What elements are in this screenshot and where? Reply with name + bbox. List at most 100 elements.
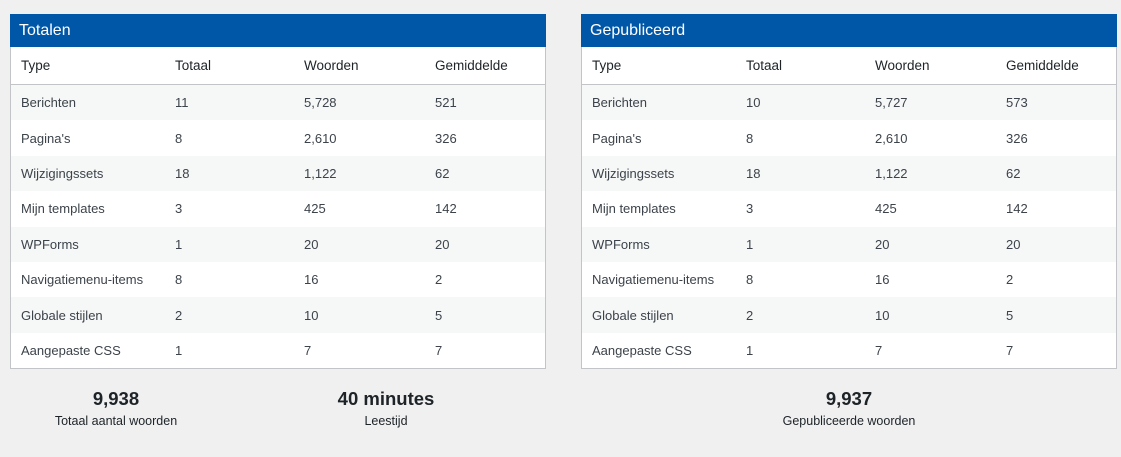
published-panel-title: Gepubliceerd — [581, 14, 1117, 47]
table-row: Navigatiemenu-items 8 16 2 — [11, 262, 545, 297]
cell-words: 7 — [875, 342, 883, 358]
total-words-value: 9,938 — [92, 388, 140, 409]
cell-total: 2 — [736, 297, 865, 333]
table-row: Aangepaste CSS 1 7 7 — [11, 333, 545, 368]
cell-words: 2,610 — [875, 130, 908, 146]
cell-average: 2 — [435, 272, 443, 288]
cell-total: 8 — [175, 130, 183, 146]
table-row: WPForms 1 20 20 — [11, 226, 545, 262]
cell-total: 3 — [746, 201, 754, 217]
cell-total: 2 — [165, 297, 294, 333]
cell-words: 16 — [304, 272, 319, 288]
published-panel: Gepubliceerd Type Totaal Woorden Gemidde… — [581, 14, 1117, 370]
cell-words: 1,122 — [865, 155, 996, 192]
table-row: Navigatiemenu-items 8 16 2 — [582, 262, 1116, 297]
cell-words: 5,727 — [865, 84, 996, 121]
cell-type: Berichten — [11, 84, 165, 121]
table-row: Globale stijlen 2 10 5 — [11, 297, 545, 333]
cell-words: 425 — [304, 201, 326, 217]
cell-type: Aangepaste CSS — [592, 342, 692, 358]
cell-type: Wijzigingssets — [11, 155, 165, 192]
cell-type: Navigatiemenu-items — [21, 272, 144, 288]
table-row: Globale stijlen 2 10 5 — [582, 297, 1116, 333]
cell-total: 1 — [165, 226, 294, 262]
cell-total: 8 — [175, 272, 183, 288]
totals-panel: Totalen Type Totaal Woorden Gemiddelde B… — [10, 14, 546, 370]
column-header-type: Type — [582, 47, 736, 85]
cell-total: 8 — [746, 272, 754, 288]
cell-type: Wijzigingssets — [582, 155, 736, 192]
cell-total: 18 — [736, 155, 865, 192]
published-words-value: 9,937 — [825, 388, 873, 409]
table-row: Aangepaste CSS 1 7 7 — [582, 333, 1116, 368]
cell-words: 7 — [304, 342, 312, 358]
cell-average: 62 — [425, 155, 545, 192]
cell-type: Pagina's — [21, 130, 71, 146]
cell-average: 521 — [425, 84, 545, 121]
cell-words: 10 — [865, 297, 996, 333]
table-row: Pagina's 8 2,610 326 — [582, 120, 1116, 155]
cell-words: 1,122 — [294, 155, 425, 192]
cell-total: 3 — [175, 201, 183, 217]
column-header-words: Woorden — [294, 47, 425, 85]
cell-average: 20 — [425, 226, 545, 262]
cell-type: WPForms — [11, 226, 165, 262]
published-words-summary: 9,937 Gepubliceerde woorden — [749, 388, 949, 428]
table-row: Berichten 10 5,727 573 — [582, 84, 1116, 121]
cell-total: 8 — [746, 130, 754, 146]
cell-average: 7 — [435, 342, 443, 358]
cell-total: 18 — [165, 155, 294, 192]
cell-type: Pagina's — [592, 130, 642, 146]
column-header-average: Gemiddelde — [425, 47, 545, 85]
cell-type: Mijn templates — [592, 201, 676, 217]
cell-average: 62 — [996, 155, 1116, 192]
cell-average: 573 — [996, 84, 1116, 121]
cell-average: 142 — [435, 201, 457, 217]
cell-average: 5 — [425, 297, 545, 333]
cell-type: WPForms — [582, 226, 736, 262]
cell-type: Aangepaste CSS — [21, 342, 121, 358]
cell-type: Mijn templates — [21, 201, 105, 217]
cell-total: 10 — [736, 84, 865, 121]
cell-average: 5 — [996, 297, 1116, 333]
cell-total: 11 — [165, 84, 294, 121]
totals-panel-title: Totalen — [10, 14, 546, 47]
table-row: Mijn templates 3 425 142 — [11, 191, 545, 226]
cell-words: 2,610 — [304, 130, 337, 146]
cell-average: 20 — [996, 226, 1116, 262]
table-row: Berichten 11 5,728 521 — [11, 84, 545, 121]
table-row: Mijn templates 3 425 142 — [582, 191, 1116, 226]
cell-average: 2 — [1006, 272, 1014, 288]
cell-type: Globale stijlen — [582, 297, 736, 333]
column-header-total: Totaal — [736, 47, 865, 85]
table-header-row: Type Totaal Woorden Gemiddelde — [11, 47, 545, 85]
table-row: WPForms 1 20 20 — [582, 226, 1116, 262]
cell-average: 142 — [1006, 201, 1028, 217]
table-row: Pagina's 8 2,610 326 — [11, 120, 545, 155]
cell-total: 1 — [746, 342, 754, 358]
cell-average: 7 — [1006, 342, 1014, 358]
totals-table: Type Totaal Woorden Gemiddelde Berichten… — [11, 47, 545, 368]
cell-words: 10 — [294, 297, 425, 333]
column-header-average: Gemiddelde — [996, 47, 1116, 85]
total-words-summary: 9,938 Totaal aantal woorden — [36, 388, 196, 428]
reading-time-label: Leestijd — [364, 414, 408, 428]
cell-type: Berichten — [582, 84, 736, 121]
cell-total: 1 — [175, 342, 183, 358]
cell-words: 16 — [875, 272, 890, 288]
reading-time-value: 40 minutes — [337, 388, 435, 409]
table-row: Wijzigingssets 18 1,122 62 — [582, 155, 1116, 192]
table-header-row: Type Totaal Woorden Gemiddelde — [582, 47, 1116, 85]
cell-words: 5,728 — [294, 84, 425, 121]
column-header-type: Type — [11, 47, 165, 85]
table-row: Wijzigingssets 18 1,122 62 — [11, 155, 545, 192]
cell-words: 20 — [865, 226, 996, 262]
cell-words: 20 — [294, 226, 425, 262]
cell-type: Navigatiemenu-items — [592, 272, 715, 288]
reading-time-summary: 40 minutes Leestijd — [306, 388, 466, 428]
total-words-label: Totaal aantal woorden — [54, 414, 178, 428]
cell-average: 326 — [435, 130, 457, 146]
column-header-words: Woorden — [865, 47, 996, 85]
column-header-total: Totaal — [165, 47, 294, 85]
cell-words: 425 — [875, 201, 897, 217]
